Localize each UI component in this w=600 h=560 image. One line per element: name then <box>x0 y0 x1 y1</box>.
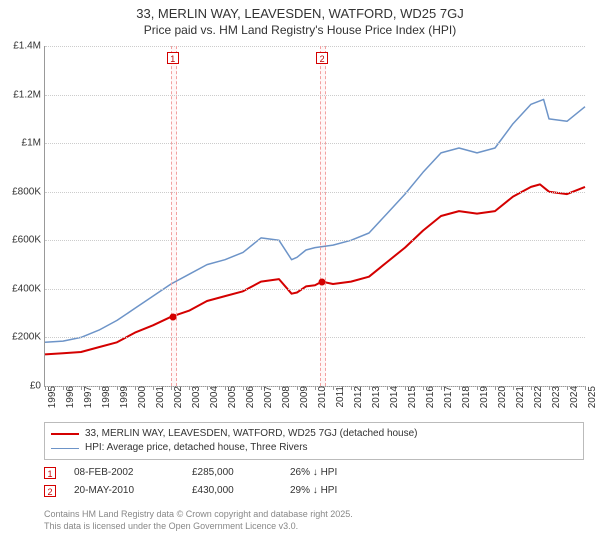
legend-swatch <box>51 448 79 449</box>
gridline <box>45 95 585 96</box>
x-axis-label: 1995 <box>41 386 58 408</box>
x-axis-label: 1996 <box>59 386 76 408</box>
sales-row: 1 08-FEB-2002 £285,000 26% ↓ HPI <box>44 464 584 482</box>
legend-item: HPI: Average price, detached house, Thre… <box>51 441 577 455</box>
marker-box: 1 <box>44 467 56 479</box>
sale-date: 08-FEB-2002 <box>74 464 174 482</box>
sale-point <box>318 278 325 285</box>
x-axis-label: 2024 <box>563 386 580 408</box>
x-axis-label: 2021 <box>509 386 526 408</box>
chart-titles: 33, MERLIN WAY, LEAVESDEN, WATFORD, WD25… <box>0 0 600 37</box>
legend-label: HPI: Average price, detached house, Thre… <box>85 441 308 455</box>
series-price_paid <box>45 184 585 354</box>
sale-diff: 26% ↓ HPI <box>290 464 380 482</box>
legend-swatch <box>51 433 79 435</box>
marker-box: 2 <box>44 485 56 497</box>
series-hpi <box>45 99 585 342</box>
gridline <box>45 46 585 47</box>
x-axis-label: 2009 <box>293 386 310 408</box>
x-axis-label: 2014 <box>383 386 400 408</box>
y-axis-label: £600K <box>12 235 45 246</box>
x-axis-label: 2016 <box>419 386 436 408</box>
attribution-text: Contains HM Land Registry data © Crown c… <box>44 508 584 532</box>
legend-item: 33, MERLIN WAY, LEAVESDEN, WATFORD, WD25… <box>51 427 577 441</box>
marker-box: 2 <box>316 52 328 64</box>
gridline <box>45 289 585 290</box>
legend-label: 33, MERLIN WAY, LEAVESDEN, WATFORD, WD25… <box>85 427 418 441</box>
x-axis-label: 2022 <box>527 386 544 408</box>
x-axis-label: 2013 <box>365 386 382 408</box>
sale-point <box>169 313 176 320</box>
plot-area: £0£200K£400K£600K£800K£1M£1.2M£1.4M19951… <box>44 46 585 387</box>
x-axis-label: 2018 <box>455 386 472 408</box>
chart-title: 33, MERLIN WAY, LEAVESDEN, WATFORD, WD25… <box>0 6 600 21</box>
sale-price: £430,000 <box>192 482 272 500</box>
x-axis-label: 2025 <box>581 386 598 408</box>
reference-band <box>320 46 326 386</box>
chart-lines-svg <box>45 46 585 386</box>
x-axis-label: 2017 <box>437 386 454 408</box>
x-axis-label: 2015 <box>401 386 418 408</box>
sale-date: 20-MAY-2010 <box>74 482 174 500</box>
x-axis-label: 2004 <box>203 386 220 408</box>
x-axis-label: 2007 <box>257 386 274 408</box>
gridline <box>45 143 585 144</box>
x-axis-label: 1998 <box>95 386 112 408</box>
x-axis-label: 2010 <box>311 386 328 408</box>
sales-row: 2 20-MAY-2010 £430,000 29% ↓ HPI <box>44 482 584 500</box>
gridline <box>45 240 585 241</box>
x-axis-label: 2023 <box>545 386 562 408</box>
chart-container: 33, MERLIN WAY, LEAVESDEN, WATFORD, WD25… <box>0 0 600 560</box>
sales-table: 1 08-FEB-2002 £285,000 26% ↓ HPI 2 20-MAY-201… <box>44 464 584 500</box>
x-axis-label: 2019 <box>473 386 490 408</box>
y-axis-label: £200K <box>12 332 45 343</box>
x-axis-label: 2005 <box>221 386 238 408</box>
attribution-line: This data is licensed under the Open Gov… <box>44 520 584 532</box>
y-axis-label: £800K <box>12 186 45 197</box>
x-axis-label: 2020 <box>491 386 508 408</box>
reference-band <box>171 46 177 386</box>
y-axis-label: £1.2M <box>13 89 45 100</box>
x-axis-label: 1999 <box>113 386 130 408</box>
gridline <box>45 337 585 338</box>
y-axis-label: £1.4M <box>13 41 45 52</box>
legend-box: 33, MERLIN WAY, LEAVESDEN, WATFORD, WD25… <box>44 422 584 460</box>
x-axis-label: 2000 <box>131 386 148 408</box>
x-axis-label: 2002 <box>167 386 184 408</box>
sale-price: £285,000 <box>192 464 272 482</box>
x-axis-label: 2003 <box>185 386 202 408</box>
marker-box: 1 <box>167 52 179 64</box>
sale-diff: 29% ↓ HPI <box>290 482 380 500</box>
gridline <box>45 192 585 193</box>
attribution-line: Contains HM Land Registry data © Crown c… <box>44 508 584 520</box>
y-axis-label: £400K <box>12 283 45 294</box>
chart-subtitle: Price paid vs. HM Land Registry's House … <box>0 23 600 37</box>
x-axis-label: 2001 <box>149 386 166 408</box>
x-axis-label: 2012 <box>347 386 364 408</box>
x-axis-label: 2006 <box>239 386 256 408</box>
x-axis-label: 2008 <box>275 386 292 408</box>
x-axis-label: 1997 <box>77 386 94 408</box>
x-axis-label: 2011 <box>329 386 346 408</box>
y-axis-label: £1M <box>22 138 45 149</box>
